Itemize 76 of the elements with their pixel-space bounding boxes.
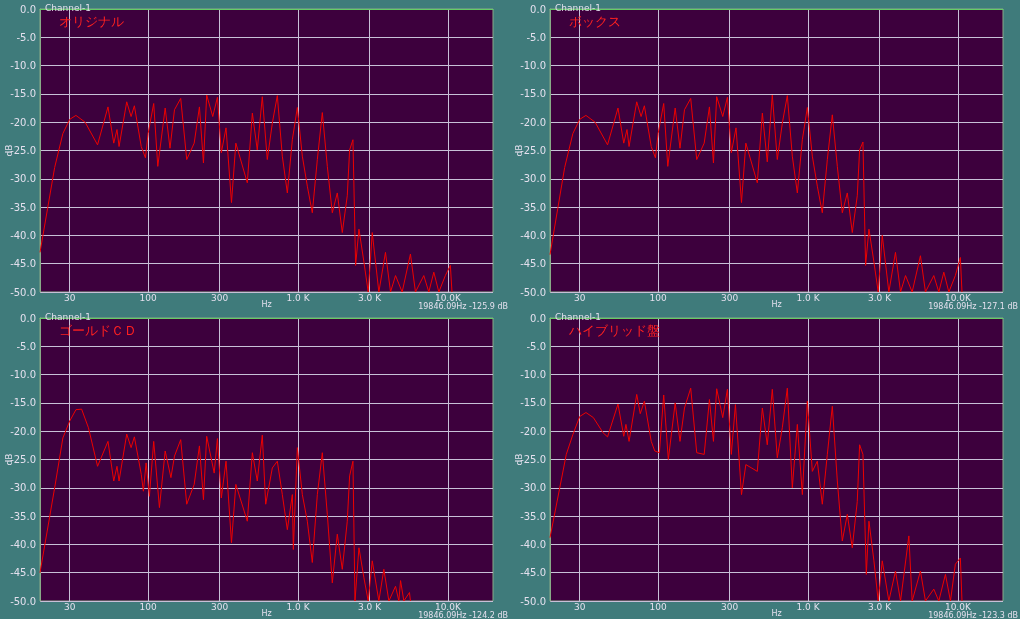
text: 19846.09Hz -123.3 dB <box>928 610 1018 619</box>
y-tick-label: -50.0 <box>520 286 546 298</box>
y-tick-label: -40.0 <box>520 229 546 241</box>
y-tick-label: -30.0 <box>10 482 36 494</box>
x-axis-title: Hz <box>261 608 272 618</box>
x-tick-label: 100 <box>649 292 667 303</box>
text: 19846.09Hz -124.2 dB <box>418 610 508 619</box>
y-tick-label: -10.0 <box>520 369 546 381</box>
x-tick-label: 10.0K <box>434 601 462 612</box>
x-tick-label: 10.0K <box>944 601 972 612</box>
y-tick-label: -10.0 <box>10 60 36 72</box>
y-tick-label: -40.0 <box>10 538 36 550</box>
x-tick-label: 3.0 K <box>357 292 383 303</box>
x-tick-label: 30 <box>64 292 76 303</box>
x-tick-label: 100 <box>139 292 157 303</box>
y-tick-label: -30.0 <box>10 173 36 185</box>
x-tick-label: 100 <box>139 601 157 612</box>
y-tick-label: -20.0 <box>520 116 546 128</box>
y-tick-label: -5.0 <box>526 31 546 43</box>
chart-subtitle: Channel-1 <box>555 2 601 13</box>
y-tick-label: -45.0 <box>520 258 546 270</box>
x-tick-label: 3.0 K <box>357 601 383 612</box>
y-tick-label: -35.0 <box>10 510 36 522</box>
y-tick-label: -45.0 <box>10 567 36 579</box>
x-tick-label: 10.0K <box>434 292 462 303</box>
x-tick-label: 300 <box>211 292 229 303</box>
x-axis-title: Hz <box>771 608 782 618</box>
x-axis-title: Hz <box>771 299 782 309</box>
y-tick-label: -40.0 <box>520 538 546 550</box>
y-tick-label: -40.0 <box>10 229 36 241</box>
text: 19846.09Hz -125.9 dB <box>418 301 508 311</box>
x-tick-label: 10.0K <box>944 292 972 303</box>
y-tick-label: 0.0 <box>20 312 36 324</box>
x-tick-label: 300 <box>721 601 739 612</box>
y-tick-label: -50.0 <box>10 286 36 298</box>
y-tick-label: -15.0 <box>10 88 36 100</box>
y-tick-label: -10.0 <box>520 60 546 72</box>
y-tick-label: -35.0 <box>10 201 36 213</box>
x-axis-title: Hz <box>261 299 272 309</box>
y-tick-label: -10.0 <box>10 369 36 381</box>
y-tick-label: 0.0 <box>530 3 546 15</box>
y-tick-label: -20.0 <box>10 425 36 437</box>
x-tick-label: 1.0 K <box>286 292 311 303</box>
y-tick-label: -5.0 <box>16 31 36 43</box>
y-tick-label: -5.0 <box>16 340 36 352</box>
y-tick-label: -30.0 <box>520 482 546 494</box>
x-tick-label: 300 <box>721 292 739 303</box>
x-tick-label: 30 <box>64 601 76 612</box>
x-tick-label: 100 <box>649 601 667 612</box>
y-tick-label: -30.0 <box>520 173 546 185</box>
y-tick-label: -35.0 <box>520 510 546 522</box>
x-tick-label: 1.0 K <box>796 601 821 612</box>
y-tick-label: -50.0 <box>10 595 36 607</box>
x-tick-label: 300 <box>211 601 229 612</box>
y-tick-label: -15.0 <box>520 88 546 100</box>
text: 19846.09Hz -127.1 dB <box>928 301 1018 311</box>
y-tick-label: -15.0 <box>10 397 36 409</box>
y-tick-label: -20.0 <box>10 116 36 128</box>
y-tick-label: -15.0 <box>520 397 546 409</box>
chart-subtitle: Channel-1 <box>45 2 91 13</box>
y-tick-label: -20.0 <box>520 425 546 437</box>
x-tick-label: 30 <box>574 601 586 612</box>
chart-subtitle: Channel-1 <box>45 311 91 322</box>
y-tick-label: -50.0 <box>520 595 546 607</box>
x-tick-label: 1.0 K <box>796 292 821 303</box>
y-tick-label: -5.0 <box>526 340 546 352</box>
x-tick-label: 3.0 K <box>867 292 893 303</box>
y-tick-label: 0.0 <box>20 3 36 15</box>
chart-subtitle: Channel-1 <box>555 311 601 322</box>
x-tick-label: 1.0 K <box>286 601 311 612</box>
y-tick-label: -45.0 <box>520 567 546 579</box>
x-tick-label: 30 <box>574 292 586 303</box>
y-tick-label: -35.0 <box>520 201 546 213</box>
x-tick-label: 3.0 K <box>867 601 893 612</box>
y-tick-label: 0.0 <box>530 312 546 324</box>
y-tick-label: -45.0 <box>10 258 36 270</box>
